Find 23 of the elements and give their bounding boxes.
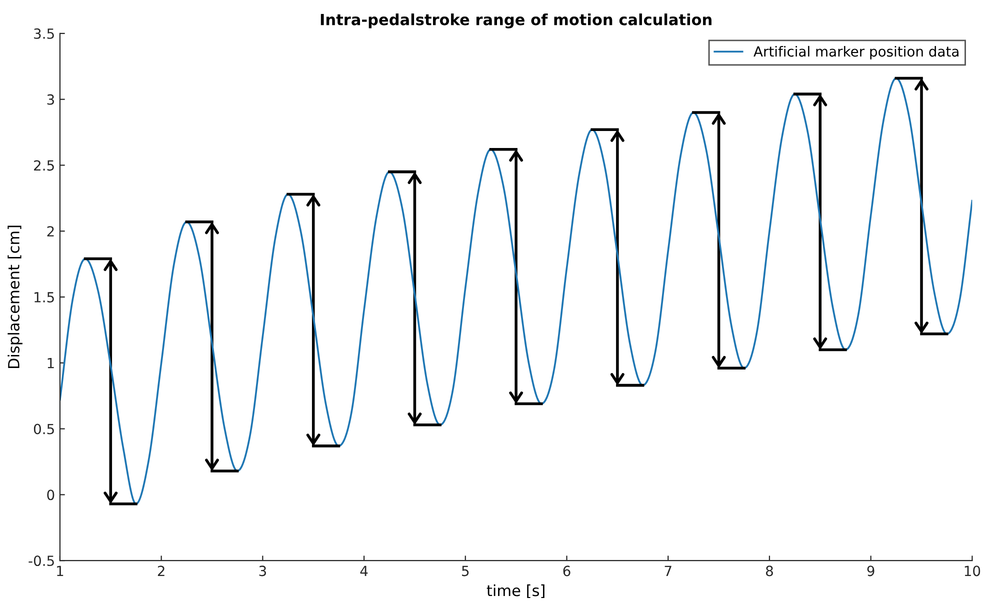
x-axis-title: time [s] [486,584,544,598]
x-tick-label: 1 [57,566,64,576]
x-tick-label: 4 [360,566,368,576]
x-tick-label: 6 [563,566,570,576]
chart-title: Intra-pedalstroke range of motion calculation [320,14,712,28]
y-tick-label: 1 [48,358,54,368]
y-tick-label: 3.5 [34,28,54,39]
y-tick-label: 0.5 [34,424,54,434]
y-tick-label: 0 [47,490,54,500]
x-tick-label: 7 [664,566,672,576]
y-tick-label: 1.5 [34,292,54,302]
y-tick-label: -0.5 [28,556,54,566]
x-tick-label: 10 [964,566,980,576]
x-tick-label: 5 [462,566,469,576]
x-tick-label: 8 [766,566,773,576]
y-tick-label: 2 [47,226,54,236]
legend-label: Artificial marker position data [754,46,958,60]
x-tick-label: 9 [867,566,874,576]
y-tick-label: 2.5 [34,160,54,171]
y-axis-title: Displacement [cm] [8,226,22,368]
x-tick-label: 2 [158,566,164,576]
y-tick-label: 3 [47,94,54,105]
x-tick-label: 3 [259,566,266,576]
